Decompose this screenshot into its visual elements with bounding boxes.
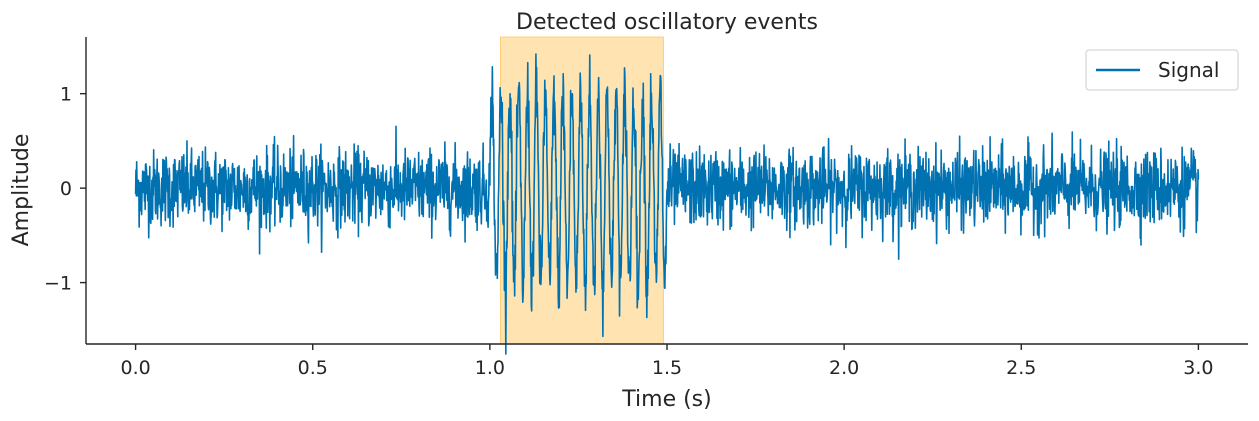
legend-label-signal: Signal [1158, 58, 1219, 82]
x-tick-label: 3.0 [1183, 357, 1213, 379]
y-tick-label: 0 [60, 178, 72, 200]
x-tick-label: 2.5 [1006, 357, 1036, 379]
x-tick-label: 0.5 [298, 357, 328, 379]
x-tick-label: 1.5 [652, 357, 682, 379]
legend: Signal [1085, 49, 1239, 91]
series-layer [134, 53, 1200, 355]
series-line-signal [134, 53, 1200, 355]
y-ticks: 1 0 −1 [44, 84, 86, 295]
x-tick-label: 2.0 [829, 357, 859, 379]
y-tick-label: 1 [60, 84, 72, 106]
x-axis-label: Time (s) [621, 387, 711, 412]
x-ticks: 0.0 0.5 1.0 1.5 2.0 2.5 3.0 [120, 344, 1214, 379]
y-axis-label: Amplitude [9, 134, 34, 247]
y-tick-label: −1 [44, 273, 72, 295]
chart-title: Detected oscillatory events [516, 10, 818, 35]
x-tick-label: 1.0 [475, 357, 505, 379]
legend-frame [1085, 49, 1239, 91]
x-tick-label: 0.0 [120, 357, 150, 379]
